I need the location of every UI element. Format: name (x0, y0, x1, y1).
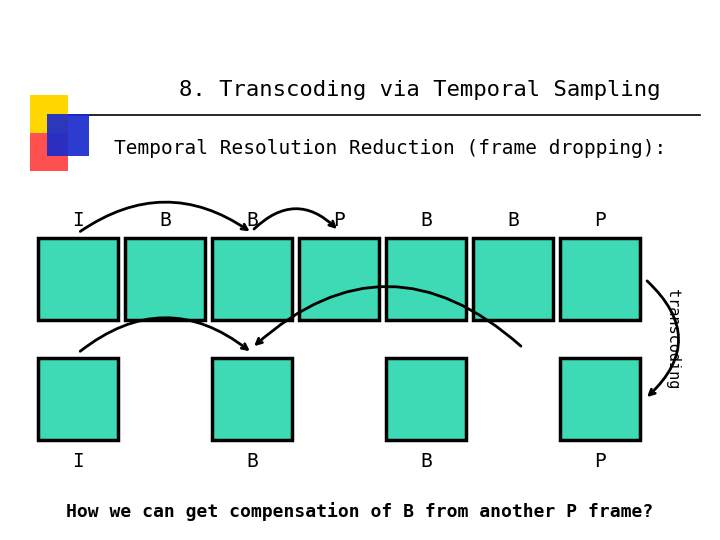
Text: B: B (246, 452, 258, 471)
Bar (30, 133, 68, 171)
Text: P: P (594, 211, 606, 230)
Bar (38, 358, 118, 440)
Bar (473, 238, 553, 320)
Text: I: I (72, 211, 84, 230)
Bar (299, 238, 379, 320)
Bar (386, 238, 466, 320)
Bar (212, 238, 292, 320)
Bar (30, 95, 68, 133)
Text: B: B (420, 211, 432, 230)
Text: I: I (72, 452, 84, 471)
Text: B: B (159, 211, 171, 230)
Text: B: B (507, 211, 519, 230)
Text: B: B (246, 211, 258, 230)
Text: How we can get compensation of B from another P frame?: How we can get compensation of B from an… (66, 503, 654, 522)
Bar (212, 358, 292, 440)
Text: 8. Transcoding via Temporal Sampling: 8. Transcoding via Temporal Sampling (179, 80, 661, 100)
Text: B: B (420, 452, 432, 471)
Text: P: P (333, 211, 345, 230)
Bar (386, 358, 466, 440)
Text: P: P (594, 452, 606, 471)
Bar (560, 358, 640, 440)
Bar (38, 238, 118, 320)
Text: Temporal Resolution Reduction (frame dropping):: Temporal Resolution Reduction (frame dro… (114, 138, 666, 158)
Bar (125, 238, 205, 320)
Bar (47, 114, 89, 156)
Text: transcoding: transcoding (665, 289, 680, 389)
Bar (560, 238, 640, 320)
